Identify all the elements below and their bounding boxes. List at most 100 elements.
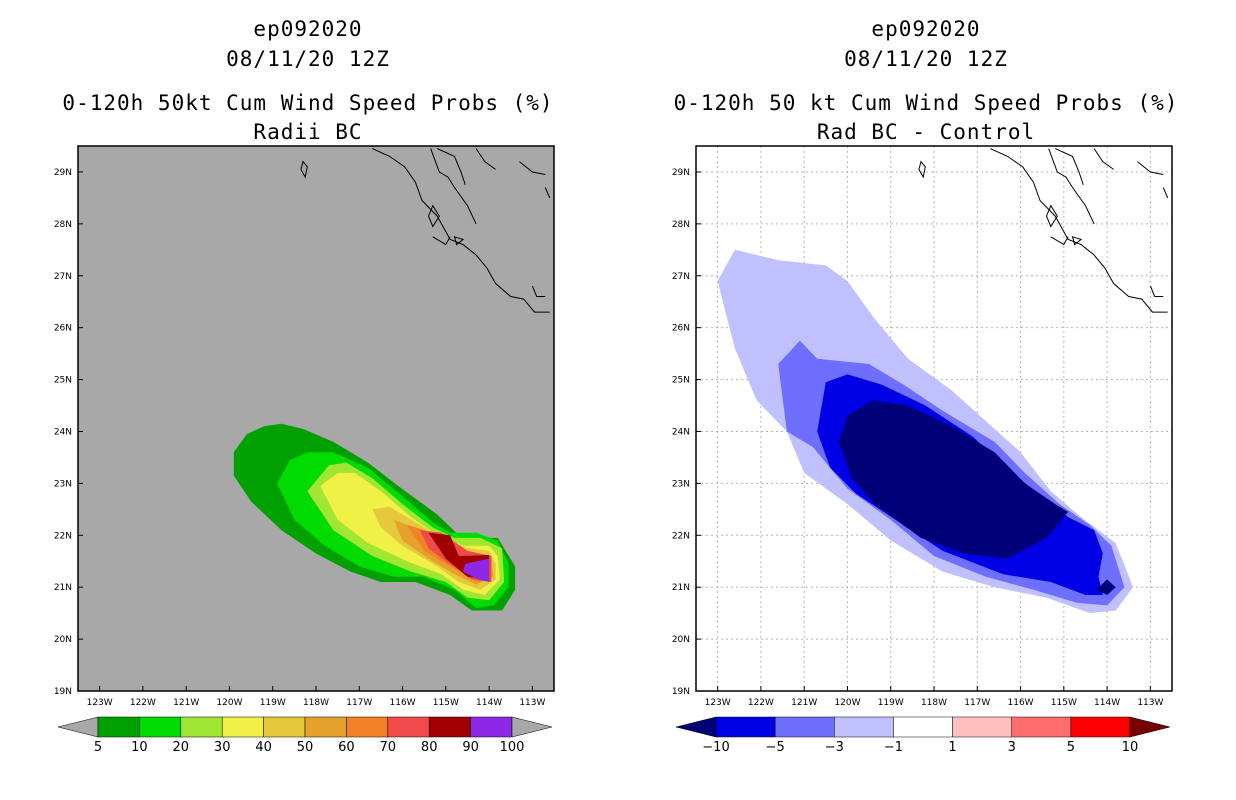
colorbar-label: 50	[297, 740, 314, 755]
x-tick-label: 122W	[748, 698, 774, 708]
colorbar-segment	[715, 716, 776, 738]
left-wind-prob-map: 123W 122W 121W 120W 119W 118W 117W 116W 115W 114W…	[54, 145, 555, 755]
colorbar-segment	[221, 716, 264, 738]
x-tick-label: 117W	[964, 698, 990, 708]
x-tick-label: 114W	[1094, 698, 1120, 708]
y-tick-label: 26N	[54, 324, 72, 334]
colorbar-over-triangle	[511, 716, 553, 738]
x-tick-label: 123W	[87, 698, 113, 708]
coastline	[430, 148, 477, 225]
right-title-date: 08/11/20 12Z	[844, 47, 1008, 71]
x-tick-label: 116W	[390, 698, 416, 708]
x-tick-label: 122W	[130, 698, 156, 708]
colorbar-segment	[263, 716, 306, 738]
colorbar-segment	[893, 716, 953, 738]
y-tick-label: 23N	[672, 479, 690, 489]
coastline	[1149, 285, 1164, 297]
contour-level-90	[463, 558, 490, 582]
contour-level-minus-10	[838, 400, 1069, 559]
y-tick-label: 23N	[54, 479, 72, 489]
coastline	[432, 236, 451, 246]
colorbar-label: 40	[255, 740, 272, 755]
island-outline	[453, 236, 465, 246]
y-tick-label: 27N	[672, 272, 690, 282]
y-tick-label: 24N	[54, 427, 72, 437]
x-tick-label: 113W	[1137, 698, 1163, 708]
contour-level-minus-10	[1096, 579, 1116, 595]
right-title-id: ep092020	[871, 17, 981, 41]
x-tick-label: 121W	[173, 698, 199, 708]
colorbar-segment	[180, 716, 223, 738]
y-tick-label: 19N	[672, 687, 690, 697]
coastline	[531, 285, 546, 297]
colorbar-segment	[470, 716, 513, 738]
colorbar-label: 10	[1122, 740, 1139, 755]
y-tick-label: 21N	[54, 583, 72, 593]
colorbar-label: −5	[766, 740, 785, 755]
y-tick-label: 21N	[672, 583, 690, 593]
y-tick-label: 27N	[54, 272, 72, 282]
colorbar-label: −3	[825, 740, 844, 755]
colorbar-label: −10	[702, 740, 729, 755]
coastline	[1054, 148, 1084, 186]
x-tick-label: 123W	[705, 698, 731, 708]
y-tick-label: 28N	[672, 220, 690, 230]
y-tick-label: 28N	[54, 220, 72, 230]
x-tick-label: 119W	[260, 698, 286, 708]
x-tick-label: 118W	[921, 698, 947, 708]
colorbar-segment	[139, 716, 182, 738]
colorbar-label: 5	[1067, 740, 1075, 755]
left-title-date: 08/11/20 12Z	[226, 47, 390, 71]
y-tick-label: 29N	[54, 168, 72, 178]
x-tick-label: 115W	[433, 698, 459, 708]
x-tick-label: 119W	[878, 698, 904, 708]
x-tick-label: 118W	[303, 698, 329, 708]
colorbar-segment	[1070, 716, 1131, 738]
coastline	[1093, 148, 1114, 170]
y-tick-label: 24N	[672, 427, 690, 437]
y-tick-label: 20N	[54, 635, 72, 645]
colorbar-segment	[1011, 716, 1072, 738]
x-tick-label: 121W	[791, 698, 817, 708]
right-title-sub: Rad BC - Control	[816, 120, 1036, 144]
x-tick-label: 116W	[1008, 698, 1034, 708]
y-tick-label: 25N	[672, 376, 690, 386]
island-outline	[300, 160, 308, 179]
colorbar-label: 90	[462, 740, 479, 755]
right-difference-map: 123W 122W 121W 120W 119W 118W 117W 116W 115W 114W…	[672, 145, 1173, 755]
left-title-id: ep092020	[253, 17, 363, 41]
island-outline	[427, 204, 440, 228]
x-tick-label: 115W	[1051, 698, 1077, 708]
coastline	[519, 161, 546, 175]
colorbar-label: 1	[948, 740, 956, 755]
y-tick-label: 26N	[672, 324, 690, 334]
x-tick-label: 114W	[476, 698, 502, 708]
x-tick-label: 117W	[346, 698, 372, 708]
coastline	[1162, 187, 1169, 199]
y-tick-label: 19N	[54, 687, 72, 697]
colorbar-segment	[346, 716, 389, 738]
island-outline	[1071, 236, 1083, 246]
colorbar-segment	[97, 716, 140, 738]
coastline	[1048, 148, 1095, 225]
colorbar: 5 10 20 30 40 50 60 70 80 90 100	[57, 716, 553, 755]
coastline	[1137, 161, 1164, 175]
coastline	[475, 148, 496, 170]
coastline	[990, 148, 1168, 313]
colorbar-segment	[304, 716, 347, 738]
colorbar-label: 30	[214, 740, 231, 755]
colorbar-segment	[952, 716, 1012, 738]
colorbar-label: 5	[94, 740, 102, 755]
coastline	[372, 148, 550, 313]
colorbar-under-triangle	[57, 716, 99, 738]
island-outline	[1045, 204, 1058, 228]
colorbar-segment	[834, 716, 894, 738]
y-tick-label: 22N	[54, 531, 72, 541]
colorbar-segment	[774, 716, 835, 738]
colorbar-label: 10	[131, 740, 148, 755]
colorbar-label: −1	[884, 740, 903, 755]
left-title-sub: Radii BC	[253, 120, 363, 144]
y-tick-label: 29N	[672, 168, 690, 178]
island-outline	[918, 160, 926, 179]
colorbar-label: 3	[1008, 740, 1016, 755]
